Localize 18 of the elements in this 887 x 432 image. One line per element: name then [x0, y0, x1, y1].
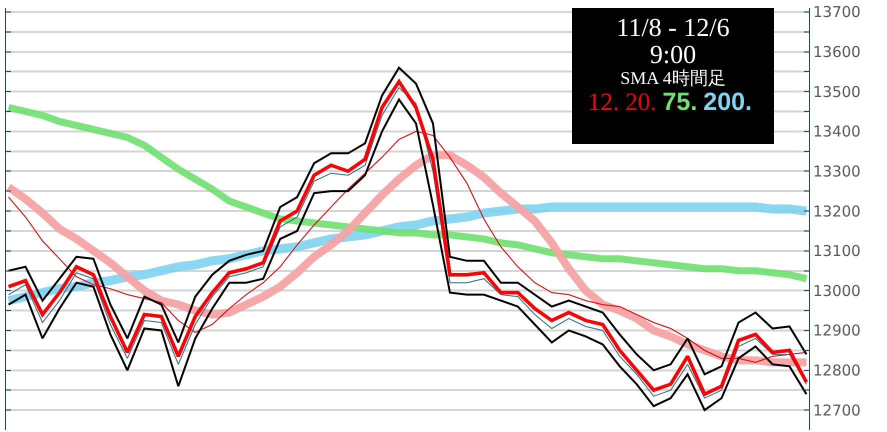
y-tick-label: 13200 — [813, 202, 861, 220]
annotation: SMA 4時間足 — [619, 68, 727, 88]
text: 12. — [588, 89, 620, 116]
y-tick-label: 12900 — [813, 322, 861, 340]
y-tick-label: 13700 — [813, 3, 861, 22]
y-tick-label: 13500 — [813, 82, 861, 101]
y-tick-label: 13300 — [813, 162, 861, 180]
annotation: 9:00 — [648, 40, 698, 70]
annotation: 11/8 - 12/6 — [615, 13, 731, 42]
y-tick-label: 13000 — [813, 282, 861, 300]
text: 75. — [662, 88, 698, 116]
text: 200. — [703, 88, 752, 116]
y-tick-label: 12800 — [813, 362, 861, 380]
y-tick-label: 13100 — [813, 242, 861, 260]
y-tick-label: 13400 — [813, 122, 861, 141]
y-tick-label: 12700 — [813, 401, 861, 420]
y-tick-label: 13600 — [813, 43, 861, 62]
text: 20. — [625, 89, 657, 116]
